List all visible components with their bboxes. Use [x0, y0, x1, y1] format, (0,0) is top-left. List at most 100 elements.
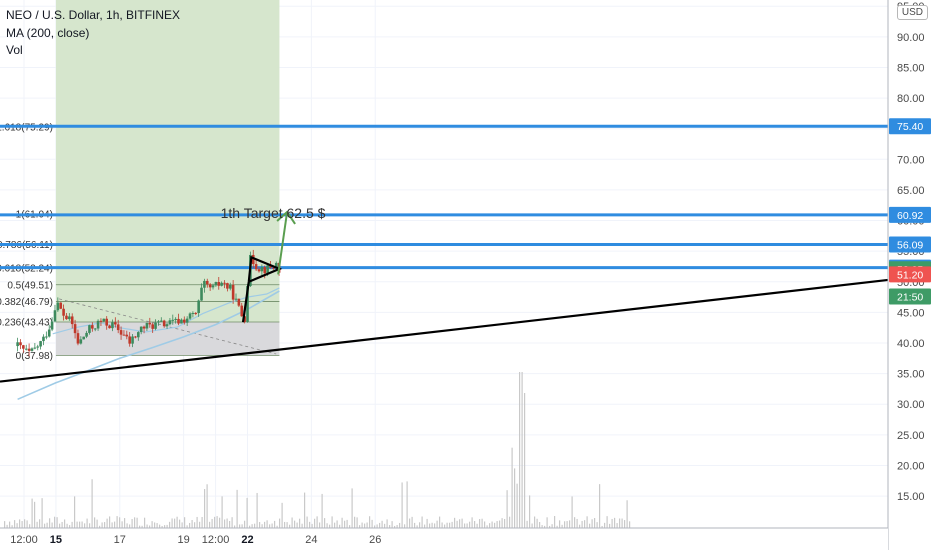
- volume-bar: [479, 519, 481, 528]
- fib-level-label: 0.236(43.43): [0, 317, 53, 328]
- y-tick-label: 45.00: [897, 307, 925, 319]
- symbol-title: NEO / U.S. Dollar, 1h, BITFINEX: [6, 8, 181, 22]
- volume-indicator-label[interactable]: Vol: [6, 43, 23, 57]
- volume-bar: [99, 525, 101, 528]
- volume-bar: [314, 518, 316, 528]
- ma-indicator-label[interactable]: MA (200, close): [6, 26, 90, 40]
- candle-body: [99, 320, 103, 322]
- candle-body: [139, 326, 143, 333]
- volume-bar: [461, 518, 463, 528]
- volume-bar: [321, 493, 323, 528]
- volume-bar: [246, 497, 248, 528]
- volume-bar: [64, 519, 66, 528]
- candle-body: [177, 318, 180, 324]
- volume-bar: [366, 522, 368, 528]
- volume-bar: [556, 525, 558, 528]
- target-arrow-head: [276, 210, 296, 225]
- y-tick-label: 35.00: [897, 369, 925, 381]
- candle-body: [260, 267, 264, 272]
- volume-bar: [26, 520, 28, 528]
- candle-body: [65, 315, 68, 320]
- volume-bar: [486, 525, 488, 528]
- fib-level-label: 0.5(49.51): [7, 280, 53, 291]
- volume-bar: [179, 519, 181, 528]
- candle-body: [185, 318, 189, 323]
- volume-bar: [409, 518, 411, 528]
- volume-bar: [164, 525, 166, 528]
- volume-bar: [544, 525, 546, 528]
- volume-bar: [531, 523, 533, 528]
- volume-bar: [374, 525, 376, 528]
- candle-body: [42, 336, 45, 342]
- candle-body: [39, 341, 42, 347]
- volume-bar: [611, 518, 613, 528]
- volume-bar: [591, 519, 593, 528]
- candle-body: [91, 325, 94, 329]
- candle-body: [70, 316, 74, 325]
- volume-bar: [284, 521, 286, 528]
- x-tick-label: 15: [50, 534, 62, 546]
- volume-bar: [506, 490, 508, 528]
- volume-bar: [404, 524, 406, 528]
- candle-body: [231, 284, 235, 300]
- volume-bar: [59, 523, 61, 528]
- candle-body: [228, 284, 232, 289]
- candle-body: [246, 286, 249, 322]
- volume-bar: [21, 521, 23, 528]
- volume-bar: [546, 517, 548, 528]
- candle-body: [188, 313, 192, 319]
- volume-bar: [34, 501, 36, 528]
- volume-bar: [356, 517, 358, 528]
- candle-body: [27, 348, 31, 351]
- volume-bar: [464, 523, 466, 528]
- price-tag-label: 21:50: [897, 291, 923, 303]
- volume-bar: [251, 524, 253, 528]
- volume-bar: [31, 498, 33, 528]
- volume-bar: [36, 521, 38, 528]
- candle-body: [79, 339, 83, 344]
- volume-bar: [494, 522, 496, 528]
- candle-body: [254, 264, 258, 270]
- volume-bar: [44, 523, 46, 528]
- candle-body: [263, 267, 267, 274]
- y-tick-label: 85.00: [897, 62, 925, 74]
- volume-bar: [316, 516, 318, 528]
- volume-bar: [379, 522, 381, 528]
- volume-bar: [194, 522, 196, 528]
- volume-bar: [551, 524, 553, 528]
- candle-body: [272, 267, 275, 269]
- volume-bar: [306, 516, 308, 528]
- volume-bar: [294, 520, 296, 528]
- volume-bar: [514, 468, 516, 528]
- volume-bar: [61, 521, 63, 528]
- volume-bar: [351, 488, 353, 528]
- volume-bar: [376, 524, 378, 528]
- volume-bar: [499, 520, 501, 528]
- volume-bar: [619, 518, 621, 528]
- volume-bar: [629, 521, 631, 528]
- volume-bar: [554, 516, 556, 528]
- volume-bar: [41, 498, 43, 528]
- candle-body: [237, 298, 241, 306]
- volume-bar: [459, 519, 461, 528]
- volume-bar: [206, 484, 208, 528]
- volume-bar: [94, 517, 96, 528]
- candle-body: [251, 254, 255, 265]
- candle-body: [182, 319, 186, 323]
- volume-bar: [501, 518, 503, 528]
- volume-bar: [289, 524, 291, 528]
- candle-body: [24, 348, 28, 350]
- volume-bar: [521, 372, 523, 528]
- candle-body: [137, 332, 140, 338]
- price-tag: [889, 236, 931, 253]
- candle-body: [203, 280, 206, 288]
- volume-bar: [609, 523, 611, 528]
- volume-bar: [104, 522, 106, 528]
- volume-bar: [364, 523, 366, 528]
- currency-button[interactable]: USD: [896, 5, 928, 20]
- volume-bar: [146, 524, 148, 528]
- candle-body: [93, 328, 97, 330]
- volume-bar: [139, 525, 141, 528]
- volume-bar: [344, 520, 346, 528]
